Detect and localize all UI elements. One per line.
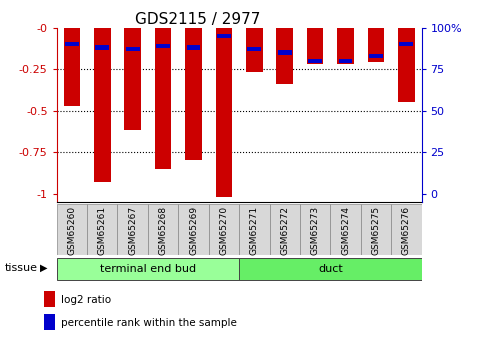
Bar [185,28,202,160]
Bar [399,42,413,46]
Bar [339,59,352,63]
Text: GSM65276: GSM65276 [402,206,411,255]
Text: GSM65270: GSM65270 [219,206,228,255]
Bar [209,204,239,255]
Bar [391,204,422,255]
Bar [126,47,140,51]
Bar [247,47,261,51]
Bar [156,44,170,48]
Bar [155,28,172,169]
Text: GSM65268: GSM65268 [159,206,168,255]
Text: duct: duct [318,264,343,274]
Bar [57,204,87,255]
Text: ▶: ▶ [40,263,48,273]
Bar [124,28,141,130]
Bar [57,258,239,280]
Bar [44,291,55,307]
Bar [277,28,293,84]
Bar [246,28,263,72]
Text: GSM65261: GSM65261 [98,206,107,255]
Text: tissue: tissue [5,263,38,273]
Bar [148,204,178,255]
Bar [307,28,323,64]
Text: GSM65271: GSM65271 [250,206,259,255]
Bar [215,28,232,197]
Text: GSM65269: GSM65269 [189,206,198,255]
Bar [361,204,391,255]
Text: GSM65274: GSM65274 [341,206,350,255]
Text: GSM65273: GSM65273 [311,206,319,255]
Bar [178,204,209,255]
Bar [330,204,361,255]
Bar [239,204,270,255]
Bar [44,314,55,330]
Text: percentile rank within the sample: percentile rank within the sample [61,318,237,328]
Bar [187,46,200,50]
Bar [278,50,291,55]
Text: GSM65260: GSM65260 [68,206,76,255]
Bar [87,204,117,255]
Bar [64,28,80,106]
Bar [239,258,422,280]
Bar [117,204,148,255]
Text: GSM65275: GSM65275 [371,206,381,255]
Text: GSM65267: GSM65267 [128,206,137,255]
Bar [270,204,300,255]
Bar [398,28,415,102]
Bar [217,34,231,38]
Text: log2 ratio: log2 ratio [61,295,111,305]
Bar [369,54,383,58]
Text: GDS2115 / 2977: GDS2115 / 2977 [135,12,260,27]
Bar [337,28,354,64]
Bar [308,59,322,63]
Text: GSM65272: GSM65272 [280,206,289,255]
Bar [368,28,384,62]
Bar [65,42,79,46]
Bar [300,204,330,255]
Bar [96,46,109,50]
Text: terminal end bud: terminal end bud [100,264,196,274]
Bar [94,28,110,182]
